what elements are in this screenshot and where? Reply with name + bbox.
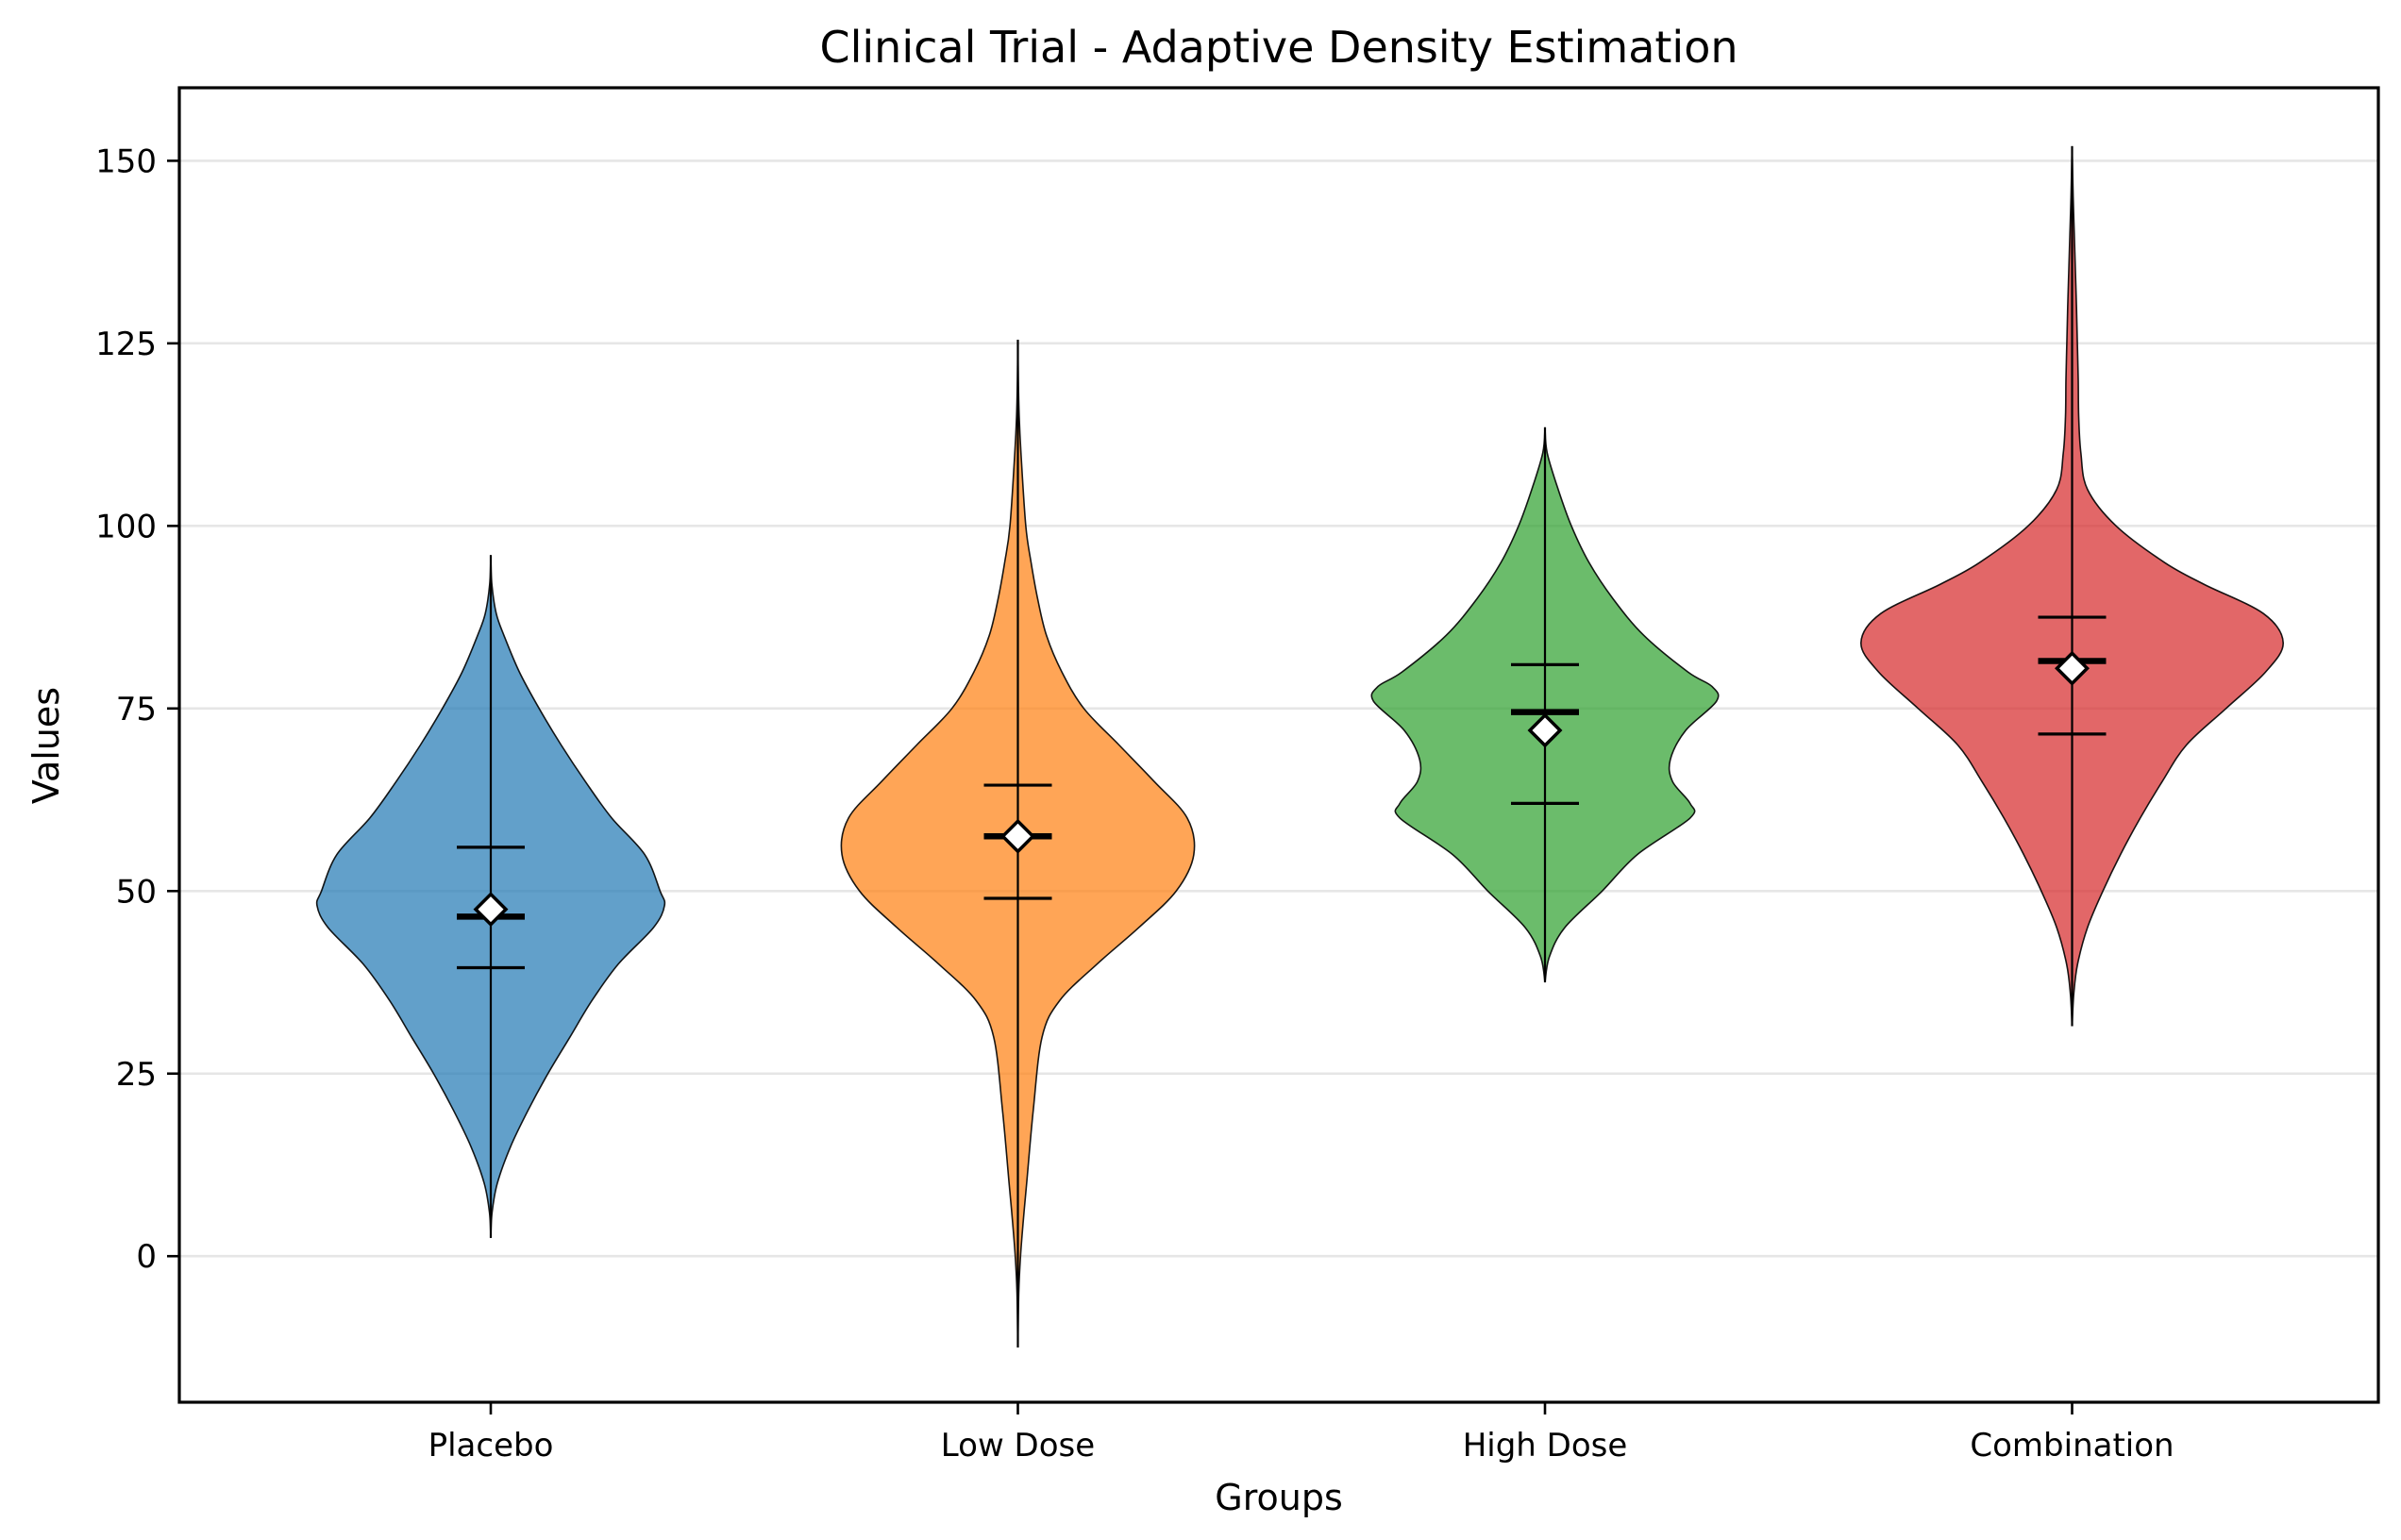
violin-group [1370, 427, 1720, 983]
y-tick-label: 100 [95, 508, 157, 545]
y-axis-label: Values [25, 687, 67, 804]
y-axis-ticks: 0 25 50 75 100 125 150 [95, 142, 179, 1276]
y-tick-label: 150 [95, 142, 157, 180]
plot-frame [177, 86, 2380, 1404]
mean-marker [473, 892, 509, 928]
chart-title: Clinical Trial - Adaptive Density Estima… [819, 22, 1738, 73]
violin-group [1860, 145, 2284, 1027]
x-tick-label: Low Dose [941, 1427, 1095, 1465]
x-axis-ticks: Placebo Low Dose High Dose Combination [428, 1402, 2174, 1465]
violins [315, 145, 2284, 1348]
y-tick-label: 25 [116, 1056, 157, 1094]
x-tick-label: High Dose [1463, 1427, 1628, 1465]
x-tick-label: Placebo [428, 1427, 554, 1465]
violin-group [315, 555, 666, 1238]
x-tick-label: Combination [1970, 1427, 2174, 1465]
y-tick-label: 0 [136, 1238, 157, 1276]
y-tick-label: 75 [116, 691, 157, 728]
y-tick-label: 125 [95, 326, 157, 363]
y-tick-label: 50 [116, 873, 157, 911]
mean-marker [1000, 818, 1035, 854]
x-axis-label: Groups [1215, 1477, 1343, 1518]
mean-marker [1527, 712, 1563, 748]
violin-group [840, 339, 1196, 1348]
mean-marker [2055, 650, 2090, 686]
